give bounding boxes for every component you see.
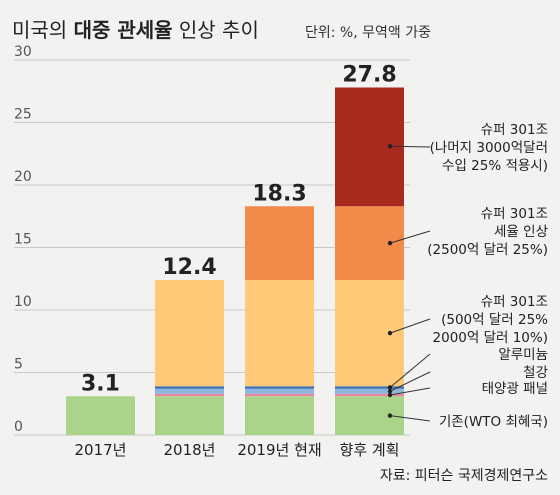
annotation-text: (나머지 3000억달러	[430, 140, 548, 156]
bar-segment-2-4	[245, 280, 314, 387]
bar-segment-2-0	[245, 396, 314, 435]
bar-segment-1-2	[155, 388, 224, 394]
bar-segment-3-5	[335, 206, 404, 280]
x-tick-label: 2017년	[75, 441, 127, 459]
bar-segment-0-0	[66, 396, 135, 435]
total-label: 18.3	[252, 181, 306, 206]
y-tick-label: 10	[14, 294, 32, 310]
bar-segment-1-4	[155, 280, 224, 387]
bar-segment-1-1	[155, 393, 224, 397]
total-label: 3.1	[81, 371, 120, 396]
annotation-text: 기존(WTO 최혜국)	[439, 414, 548, 430]
annotation-leader-line	[389, 415, 431, 422]
bar-segment-3-2	[335, 388, 404, 394]
annotation-leader-line	[389, 371, 431, 392]
bar-segment-3-1	[335, 393, 404, 397]
bar-segment-1-3	[155, 386, 224, 389]
annotation-dot	[387, 144, 393, 149]
annotation-dot	[387, 330, 393, 336]
annotation-dot	[387, 392, 393, 398]
bar-segment-2-3	[245, 386, 314, 389]
x-axis-labels: 2017년 2018년 2019년 현재 향후 계획	[75, 441, 400, 459]
annotation-leader-line	[389, 387, 431, 396]
x-tick-label: 향후 계획	[340, 441, 400, 459]
annotation-dot	[387, 385, 393, 390]
annotation-text: 수입 25% 적용시)	[442, 158, 548, 174]
annotation-text: 태양광 패널	[482, 381, 548, 397]
bar-segment-3-3	[335, 386, 404, 389]
annotation-dot	[387, 413, 393, 418]
annotation-text: 2000억 달러 10%)	[433, 330, 548, 346]
annotation-dot	[387, 240, 393, 246]
y-tick-label: 5	[14, 357, 23, 373]
annotation-text: (2500억 달러 25%)	[427, 242, 548, 258]
total-label: 27.8	[342, 63, 396, 88]
chart-title-part-1: 미국의	[12, 18, 74, 42]
annotation: 슈퍼 301조 (500억 달러 25% 2000억 달러 10%)	[387, 294, 548, 346]
y-tick-label: 25	[14, 107, 32, 123]
annotation: 기존(WTO 최혜국)	[387, 413, 548, 430]
annotation-text: 철강	[523, 365, 548, 381]
total-label: 12.4	[162, 255, 216, 280]
source-label: 자료: 피터슨 국제경제연구소	[380, 468, 548, 484]
annotation-text: 슈퍼 301조	[481, 122, 548, 138]
annotation-dot	[387, 389, 393, 394]
y-tick-label: 0	[14, 419, 23, 435]
annotation: 알루미늄	[387, 347, 548, 390]
y-tick-label: 20	[14, 169, 32, 185]
annotation: 철강	[387, 365, 548, 394]
bar-segment-3-6	[335, 87, 404, 207]
chart-title-emphasis: 대중 관세율	[74, 18, 173, 42]
bar-segment-2-5	[245, 206, 314, 280]
annotation-leader-line	[389, 145, 431, 148]
bar-segment-1-0	[155, 396, 224, 435]
annotation-text: 슈퍼 301조	[481, 206, 548, 222]
x-tick-label: 2018년	[164, 441, 216, 459]
annotation-text: 세율 인상	[494, 224, 548, 240]
annotation-text: 알루미늄	[498, 347, 548, 363]
annotation-leader-line	[389, 318, 431, 334]
y-tick-label: 15	[14, 232, 32, 248]
annotation-leader-line	[389, 353, 431, 388]
y-tick-label: 30	[14, 44, 32, 60]
x-tick-label: 2019년 현재	[237, 441, 321, 459]
bar-segment-2-1	[245, 393, 314, 397]
bar-stacks	[66, 87, 404, 435]
total-value-labels: 3.1 12.4 18.3 27.8	[81, 63, 397, 397]
chart-unit-label: 단위: %, 무역액 가중	[305, 25, 431, 41]
bar-segment-2-2	[245, 388, 314, 394]
bar-segment-3-4	[335, 280, 404, 387]
chart-title-part-2: 인상 추이	[173, 18, 259, 42]
annotation-text: (500억 달러 25%	[441, 312, 548, 328]
annotation: 태양광 패널	[387, 381, 548, 398]
chart-title: 미국의 대중 관세율 인상 추이	[12, 18, 259, 42]
annotation-leader-line	[389, 230, 431, 244]
annotation-text: 슈퍼 301조	[481, 294, 548, 310]
